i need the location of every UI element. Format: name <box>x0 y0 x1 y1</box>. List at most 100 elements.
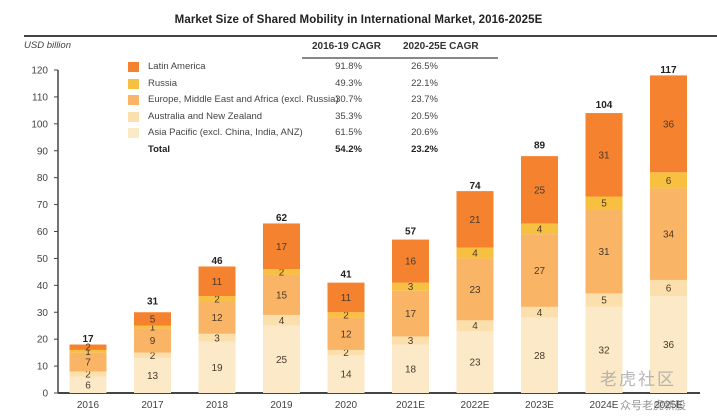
legend-label: Asia Pacific (excl. China, India, ANZ) <box>148 127 303 138</box>
y-tick-label: 60 <box>37 227 49 238</box>
cagr-2016-19-value: 30.7% <box>335 94 362 105</box>
title-divider <box>24 35 717 37</box>
x-tick-label: 2017 <box>141 400 164 411</box>
segment-value-label: 11 <box>212 277 223 288</box>
y-tick-label: 0 <box>42 389 48 400</box>
y-tick-label: 120 <box>31 66 48 77</box>
bar-total-label: 57 <box>405 227 417 238</box>
segment-value-label: 6 <box>666 284 672 295</box>
segment-value-label: 19 <box>211 363 223 374</box>
cagr-2020-25-value: 23.2% <box>411 143 438 155</box>
legend-label: Latin America <box>148 61 206 72</box>
y-tick-label: 70 <box>37 200 49 211</box>
bar-segment <box>392 336 429 345</box>
segment-value-label: 17 <box>405 309 417 320</box>
bar-total-label: 46 <box>211 256 223 267</box>
y-tick-label: 10 <box>37 362 49 373</box>
bar-segment <box>134 328 171 353</box>
x-tick-label: 2023E <box>525 400 554 411</box>
segment-value-label: 5 <box>601 199 607 210</box>
chart-title: Market Size of Shared Mobility in Intern… <box>174 14 543 26</box>
bar-segment <box>650 279 687 297</box>
segment-value-label: 1 <box>150 323 156 334</box>
segment-value-label: 9 <box>150 336 156 347</box>
segment-value-label: 31 <box>598 150 610 161</box>
segment-value-label: 4 <box>472 321 478 332</box>
bar-total-label: 31 <box>147 297 159 308</box>
segment-value-label: 2 <box>214 294 220 305</box>
cagr-2020-25-value: 22.1% <box>411 77 438 89</box>
cagr-header-2016-19: 2016-19 CAGR <box>312 41 381 52</box>
segment-value-label: 28 <box>534 351 546 362</box>
segment-value-label: 6 <box>666 176 672 187</box>
y-tick-label: 100 <box>31 119 48 130</box>
bar-total-label: 89 <box>534 140 546 151</box>
segment-value-label: 25 <box>534 185 546 196</box>
segment-value-label: 4 <box>472 249 478 260</box>
segment-value-label: 17 <box>276 242 288 253</box>
segment-value-label: 5 <box>150 314 156 325</box>
bar-segment <box>327 349 365 356</box>
bar-segment <box>650 172 687 189</box>
segment-value-label: 31 <box>598 247 610 258</box>
bar-segment <box>69 344 107 350</box>
watermark-logo: 老虎社区 <box>600 370 676 389</box>
legend-swatch <box>128 62 139 72</box>
segment-value-label: 27 <box>534 266 546 277</box>
segment-value-label: 12 <box>211 313 223 324</box>
bar-segment <box>585 306 623 393</box>
bar-segment <box>134 352 171 359</box>
legend-swatch <box>128 95 139 105</box>
cagr-2020-25-value: 26.5% <box>411 61 438 72</box>
segment-value-label: 21 <box>469 215 481 226</box>
y-tick-label: 40 <box>37 281 49 292</box>
segment-value-label: 14 <box>340 370 352 381</box>
bar-segment <box>263 274 300 315</box>
legend-swatch <box>128 128 139 138</box>
segment-value-label: 2 <box>150 351 156 362</box>
segment-value-label: 3 <box>408 336 414 347</box>
bar-segment <box>585 196 623 210</box>
segment-value-label: 15 <box>276 290 288 301</box>
x-tick-label: 2016 <box>77 400 100 411</box>
bar-segment <box>69 371 107 377</box>
segment-value-label: 7 <box>85 358 91 369</box>
bar-segment <box>521 306 558 318</box>
segment-value-label: 6 <box>85 380 91 391</box>
y-axis-unit-label: USD billion <box>24 40 71 51</box>
segment-value-label: 23 <box>469 358 481 369</box>
segment-value-label: 12 <box>340 329 352 340</box>
bar-segment <box>198 301 236 334</box>
segment-value-label: 34 <box>663 230 675 241</box>
segment-value-label: 4 <box>537 308 543 319</box>
cagr-2016-19-value: 61.5% <box>335 127 362 138</box>
bar-segment <box>521 234 558 307</box>
segment-value-label: 36 <box>663 119 675 130</box>
segment-value-label: 36 <box>663 340 675 351</box>
bar-segment <box>456 258 494 321</box>
bar-total-label: 74 <box>469 181 481 192</box>
bar-segment <box>198 266 236 297</box>
bar-segment <box>585 293 623 307</box>
bar-segment <box>456 320 494 332</box>
bar-segment <box>327 312 365 318</box>
bar-total-label: 62 <box>276 213 288 224</box>
bar-segment <box>521 223 558 235</box>
segment-value-label: 4 <box>537 224 543 235</box>
segment-value-label: 1 <box>85 347 91 358</box>
y-tick-label: 20 <box>37 335 49 346</box>
bar-segment <box>69 376 107 393</box>
cagr-2020-25-value: 23.7% <box>411 94 438 105</box>
bar-segment <box>198 296 236 302</box>
segment-value-label: 2 <box>279 267 285 278</box>
segment-value-label: 2 <box>343 310 349 321</box>
segment-value-label: 32 <box>598 345 610 356</box>
bar-segment <box>327 317 365 350</box>
bar-segment <box>263 314 300 326</box>
segment-value-label: 4 <box>279 316 285 327</box>
bar-segment <box>650 296 687 393</box>
bar-segment <box>585 209 623 294</box>
cagr-header-divider <box>302 57 498 59</box>
legend-swatch <box>128 111 139 122</box>
segment-value-label: 5 <box>601 296 607 307</box>
